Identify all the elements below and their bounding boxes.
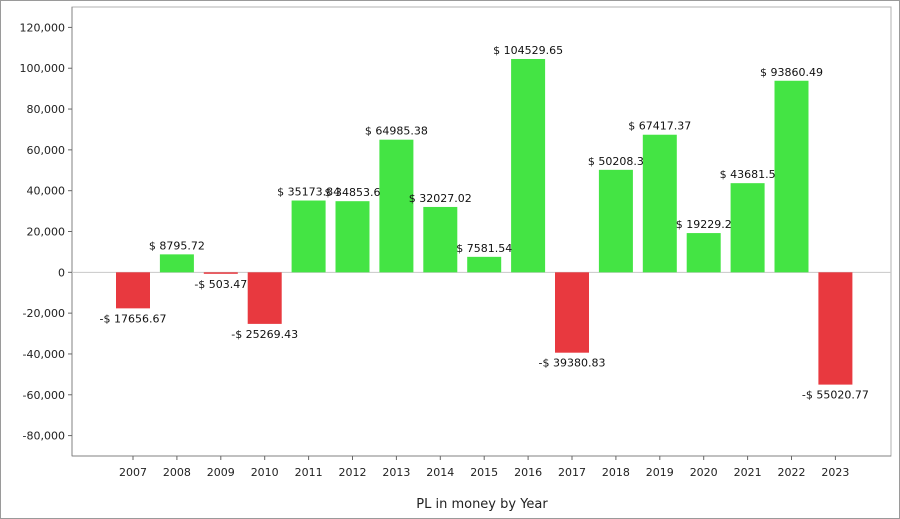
x-tick-label-2014: 2014 — [426, 466, 454, 479]
x-tick-label-2007: 2007 — [119, 466, 147, 479]
y-tick-label: 0 — [58, 266, 65, 279]
data-label-2012: $ 34853.6 — [325, 186, 381, 199]
data-label-2021: $ 43681.5 — [720, 168, 776, 181]
y-axis-ticks: -80,000 -60,000 -40,000 -20,000 0 20,000 40,00… — [20, 21, 72, 443]
y-tick-label: -80,000 — [23, 430, 65, 443]
y-tick-label: 80,000 — [27, 103, 66, 116]
data-label-2020: $ 19229.2 — [676, 218, 732, 231]
bar-2011 — [291, 200, 326, 273]
x-tick-label-2018: 2018 — [602, 466, 630, 479]
x-tick-label-2008: 2008 — [163, 466, 191, 479]
y-tick-label: 100,000 — [20, 62, 66, 75]
x-tick-label-2021: 2021 — [734, 466, 762, 479]
x-axis-ticks: 2007 2008 2009 2010 2011 2012 2013 2014 2015 2016… — [119, 456, 849, 479]
x-tick-label-2020: 2020 — [690, 466, 718, 479]
y-tick-label: -60,000 — [23, 389, 65, 402]
y-tick-label: 60,000 — [27, 144, 66, 157]
bar-2007 — [116, 272, 150, 309]
x-tick-label-2023: 2023 — [821, 466, 849, 479]
data-label-2017: -$ 39380.83 — [539, 357, 606, 370]
data-labels: -$ 17656.67 $ 8795.72 -$ 503.47 -$ 25269.43… — [100, 44, 869, 402]
data-label-2023: -$ 55020.77 — [802, 389, 869, 402]
bar-2015 — [467, 256, 502, 273]
data-label-2022: $ 93860.49 — [760, 66, 823, 79]
data-label-2016: $ 104529.65 — [493, 44, 563, 57]
bar-2022 — [774, 80, 809, 273]
x-tick-label-2012: 2012 — [339, 466, 367, 479]
data-label-2011: $ 35173.84 — [277, 186, 340, 199]
bars — [116, 58, 853, 385]
x-tick-label-2015: 2015 — [470, 466, 498, 479]
bar-2016 — [511, 58, 546, 273]
x-tick-label-2019: 2019 — [646, 466, 674, 479]
x-tick-label-2009: 2009 — [207, 466, 235, 479]
data-label-2014: $ 32027.02 — [409, 192, 472, 205]
y-tick-label: 40,000 — [27, 185, 66, 198]
bar-2021 — [730, 183, 765, 273]
bar-2023 — [818, 272, 853, 385]
data-label-2015: $ 7581.54 — [456, 242, 512, 255]
bar-2019 — [642, 134, 677, 273]
data-label-2008: $ 8795.72 — [149, 239, 205, 252]
bar-2020 — [686, 233, 721, 273]
bar-2009 — [203, 272, 238, 274]
x-tick-label-2016: 2016 — [514, 466, 542, 479]
data-label-2013: $ 64985.38 — [365, 125, 428, 138]
y-tick-label: -20,000 — [23, 307, 65, 320]
x-tick-label-2011: 2011 — [295, 466, 323, 479]
y-tick-label: 20,000 — [27, 226, 66, 239]
y-tick-label: 120,000 — [20, 21, 66, 34]
bar-2014 — [423, 206, 458, 273]
x-tick-label-2010: 2010 — [251, 466, 279, 479]
bar-2010 — [247, 272, 282, 324]
x-tick-label-2013: 2013 — [382, 466, 410, 479]
data-label-2009: -$ 503.47 — [194, 278, 247, 291]
bar-2008 — [159, 254, 194, 273]
x-tick-label-2017: 2017 — [558, 466, 586, 479]
bar-2012 — [335, 201, 370, 273]
data-label-2018: $ 50208.3 — [588, 155, 644, 168]
bar-2018 — [598, 169, 633, 273]
data-label-2007: -$ 17656.67 — [100, 312, 167, 325]
data-label-2019: $ 67417.37 — [628, 120, 691, 133]
x-axis-title: PL in money by Year — [416, 497, 548, 512]
y-tick-label: -40,000 — [23, 348, 65, 361]
x-tick-label-2022: 2022 — [778, 466, 806, 479]
bar-2017 — [555, 272, 589, 353]
bar-2013 — [379, 139, 414, 273]
data-label-2010: -$ 25269.43 — [231, 328, 298, 341]
